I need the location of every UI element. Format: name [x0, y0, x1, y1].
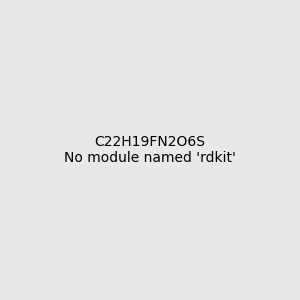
Text: C22H19FN2O6S
No module named 'rdkit': C22H19FN2O6S No module named 'rdkit': [64, 135, 236, 165]
